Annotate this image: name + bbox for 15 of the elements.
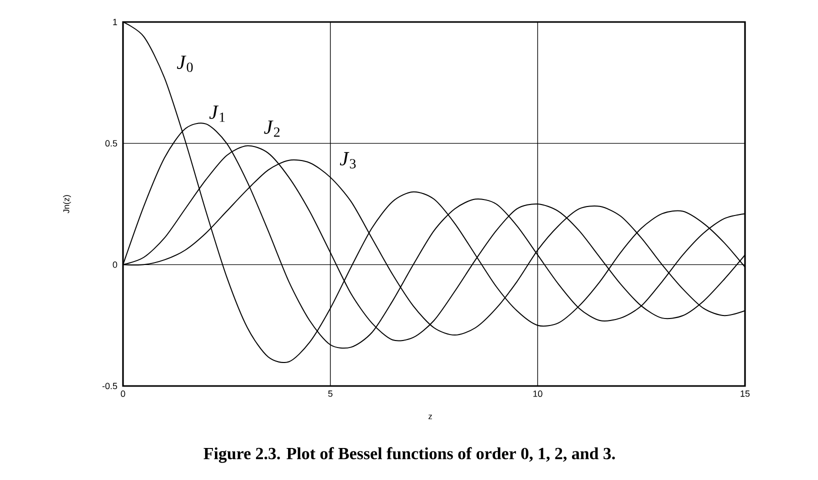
caption: Figure 2.3. Plot of Bessel functions of order 0, 1, 2, and 3. [204,447,615,463]
y-tick-label: 0 [112,261,118,268]
y-tick-label: -0.5 [102,382,118,390]
y-tick-label: 1 [113,18,118,26]
series-label: J$_{1}$ [209,106,225,122]
x-tick-label: 15 [740,390,750,397]
series-label: J$_{3}$ [340,152,356,168]
x-tick-label: 5 [328,390,332,397]
x-tick-label: 10 [533,390,542,397]
y-tick-label: 0.5 [105,140,118,147]
y-axis-title: Jn(z) [63,195,71,214]
series-label: J$_{2}$ [264,120,280,137]
x-axis-title: z [428,414,432,420]
series-label: J$_{0}$ [176,56,193,72]
x-tick-label: 0 [120,390,126,397]
